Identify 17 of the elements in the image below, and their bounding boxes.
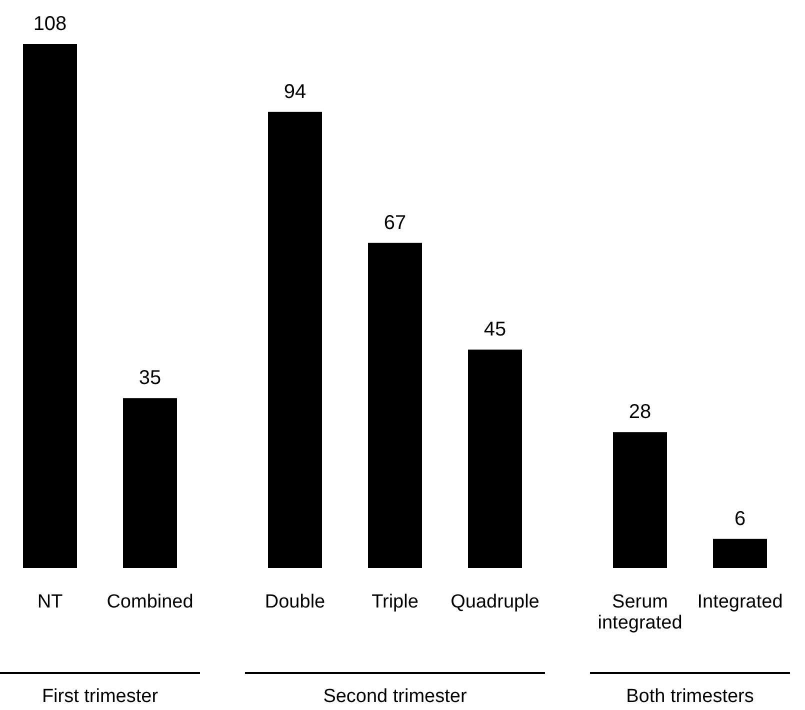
x-axis-title: Second trimester (322, 686, 468, 708)
data-label: 67 (384, 212, 406, 234)
x-axis-title: Both trimesters (625, 686, 755, 708)
data-label: 6 (734, 508, 746, 530)
data-label: 45 (484, 318, 506, 341)
x-tick-label: Triple (372, 592, 418, 612)
x-tick-label: Combined (106, 592, 194, 612)
data-label: 94 (284, 80, 306, 103)
x-axis-title: First trimester (40, 686, 160, 708)
x-tick-label: Double (264, 592, 326, 612)
x-tick-label: Quadruple (450, 592, 540, 612)
data-label: 108 (33, 13, 67, 35)
data-label: 35 (138, 367, 162, 390)
x-tick-label: Integrated (697, 592, 783, 612)
x-tick-label: NT (37, 592, 64, 612)
data-label: 28 (628, 401, 652, 424)
x-tick-label: Serum integrated (598, 592, 682, 634)
